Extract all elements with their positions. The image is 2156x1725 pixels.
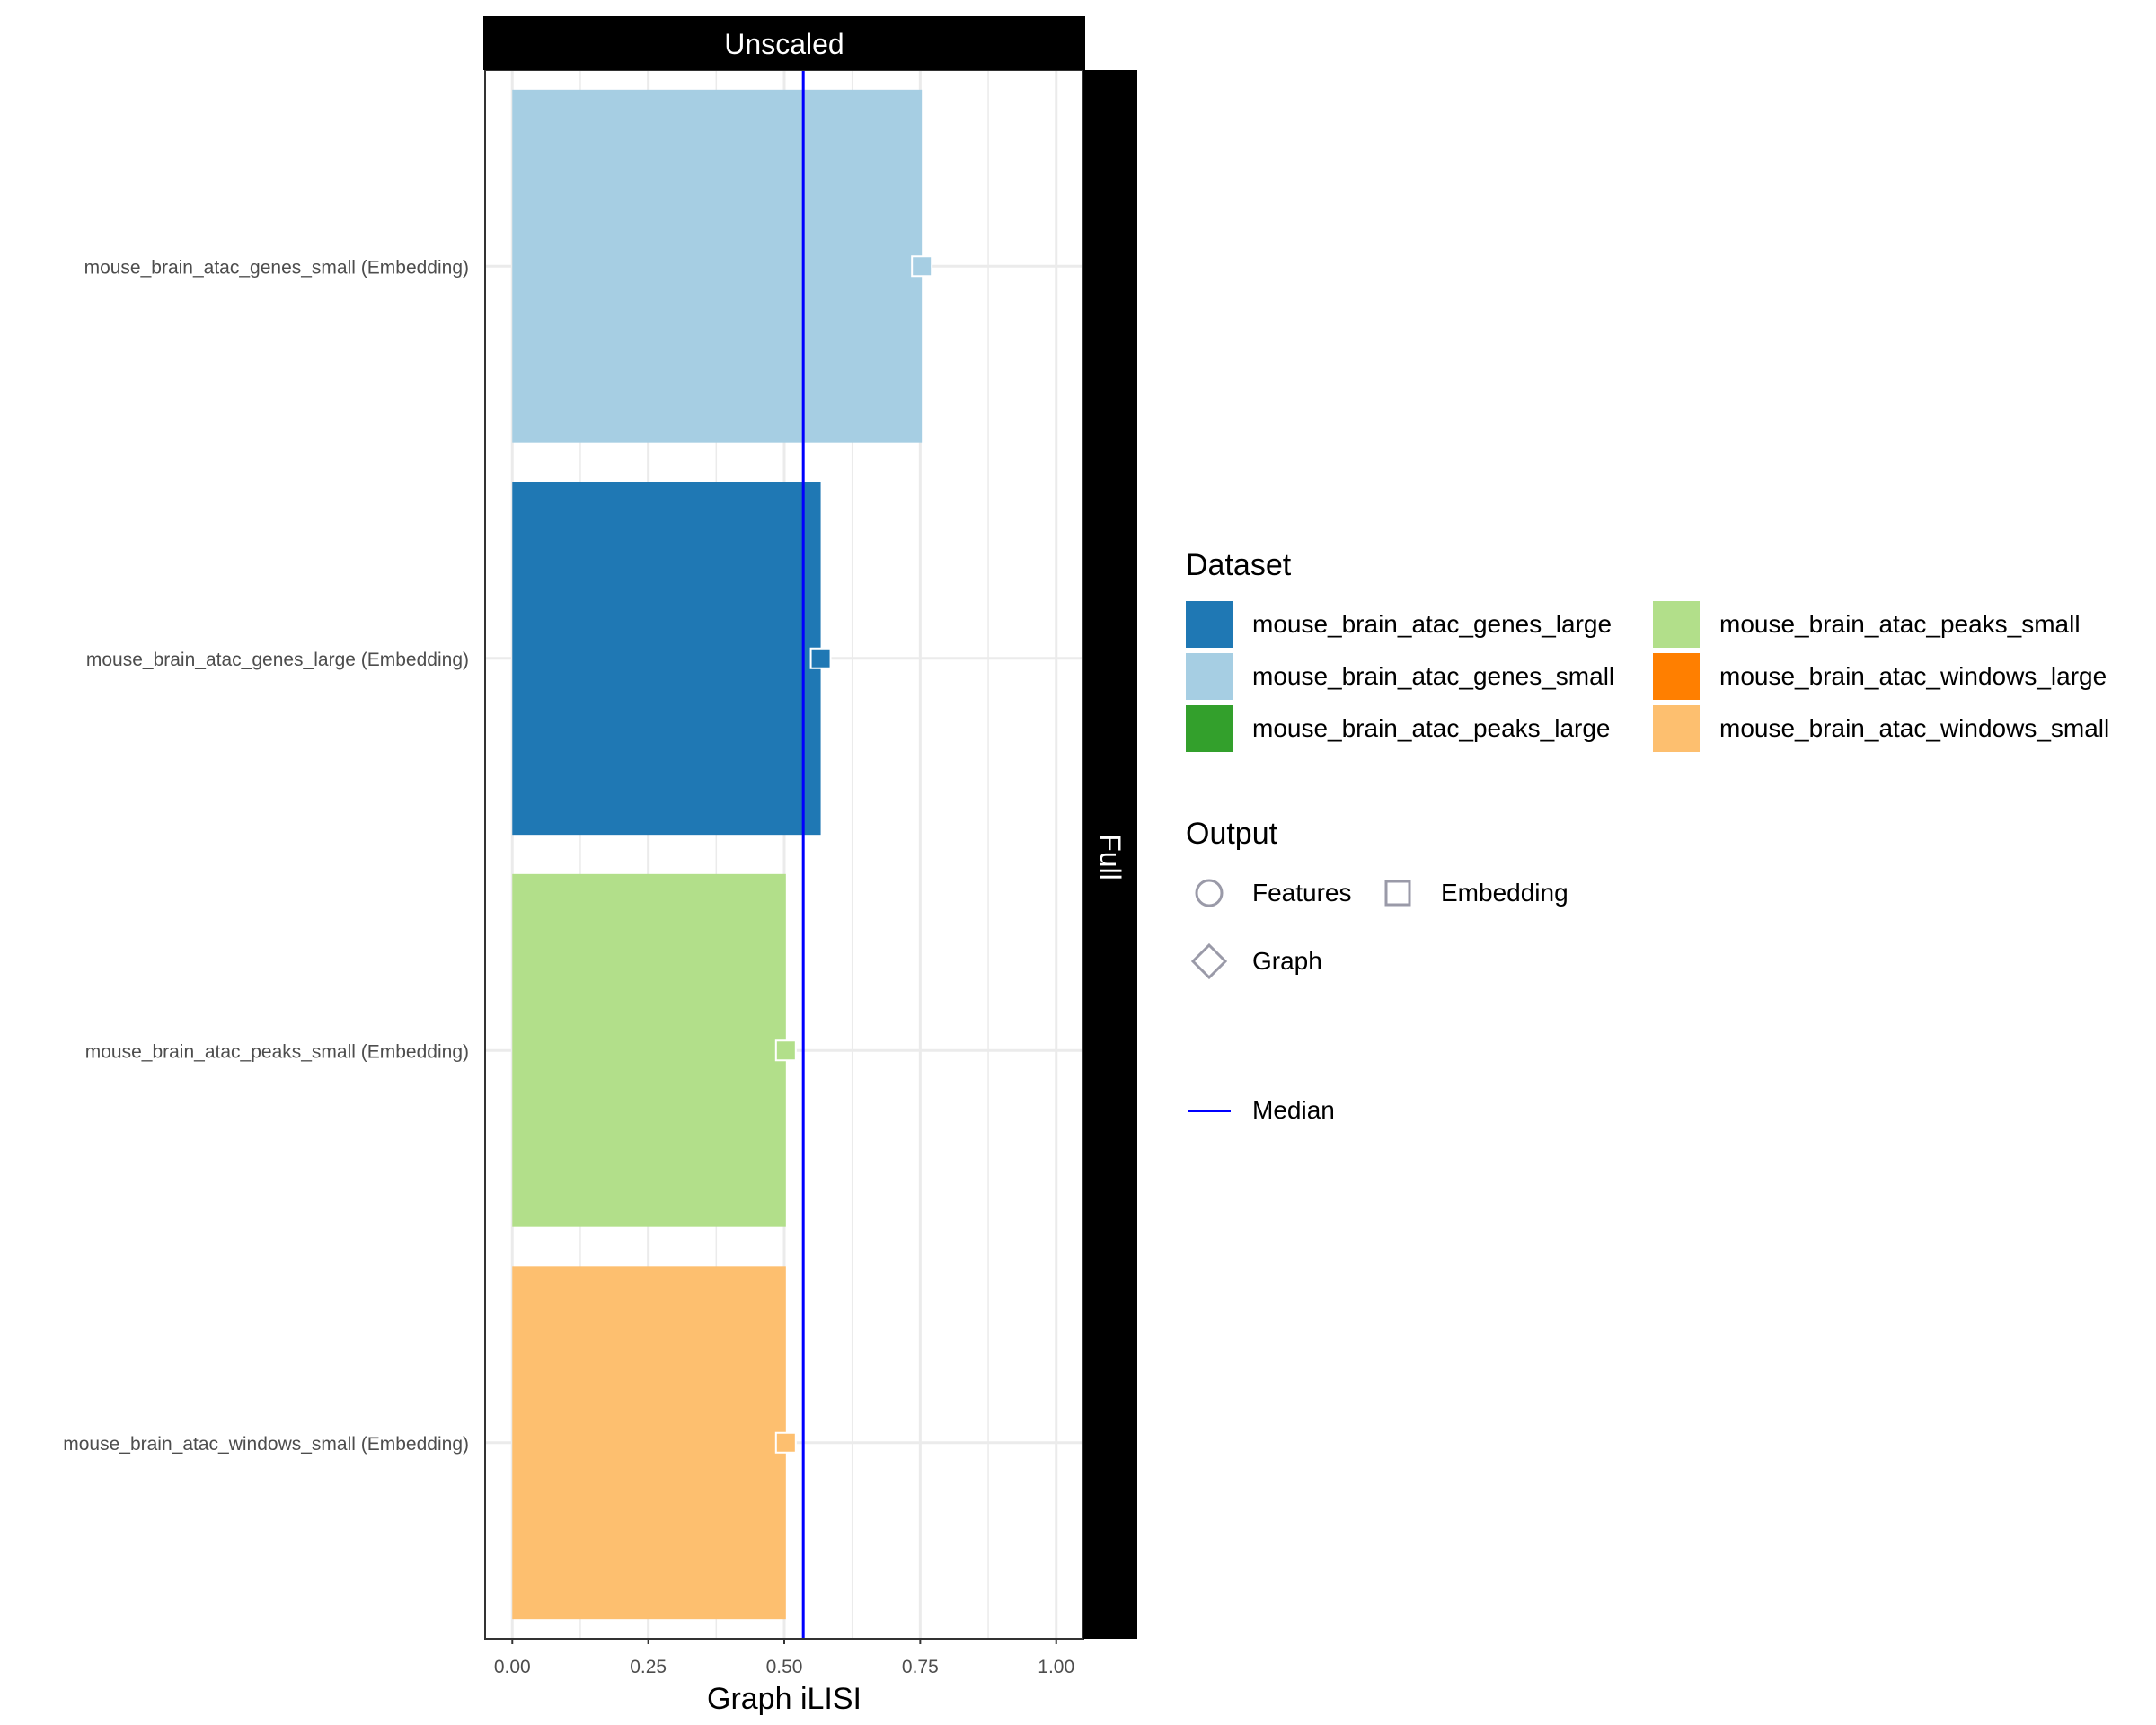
legend-swatch xyxy=(1184,651,1234,702)
legend-swatch xyxy=(1651,651,1701,702)
category-label: mouse_brain_atac_genes_small (Embedding) xyxy=(84,257,469,278)
legend-item-dataset: mouse_brain_atac_windows_small xyxy=(1651,703,2118,754)
legend-swatch xyxy=(1651,703,1701,754)
legend-label-dataset: mouse_brain_atac_peaks_small xyxy=(1719,610,2081,638)
x-tick-label: 0.25 xyxy=(630,1657,667,1677)
category-labels: mouse_brain_atac_genes_small (Embedding)… xyxy=(63,257,469,1455)
facet-strip-top-label: Unscaled xyxy=(724,28,844,60)
median-line-icon xyxy=(1188,1109,1231,1112)
legend-label-features: Features xyxy=(1252,879,1352,907)
bar xyxy=(512,89,923,443)
facet-strip-right xyxy=(1083,70,1137,1639)
circle-icon xyxy=(1184,868,1234,918)
x-tick-label: 0.75 xyxy=(902,1657,939,1677)
dataset-legend: mouse_brain_atac_genes_large mouse_brain_… xyxy=(1184,599,2145,754)
facet-strip-right-label: Full xyxy=(1094,834,1127,880)
legend-item-features: Features xyxy=(1184,868,1373,918)
x-axis-title: Graph iLISI xyxy=(707,1682,862,1716)
legend-label-dataset: mouse_brain_atac_windows_large xyxy=(1719,662,2107,690)
point-marker xyxy=(774,1431,797,1454)
legend-item-embedding: Embedding xyxy=(1373,868,1606,918)
legend-item-dataset: mouse_brain_atac_peaks_large xyxy=(1184,703,1651,754)
point-marker xyxy=(809,647,832,669)
legend-swatch xyxy=(1184,703,1234,754)
legend-item-dataset: mouse_brain_atac_peaks_small xyxy=(1651,599,2118,650)
x-tick-label: 1.00 xyxy=(1038,1657,1074,1677)
legend-label-dataset: mouse_brain_atac_genes_large xyxy=(1252,610,1613,638)
legend-swatch xyxy=(1184,599,1234,650)
bar xyxy=(512,1266,786,1620)
legend-item-graph: Graph xyxy=(1184,936,1373,986)
marker-layer xyxy=(774,255,933,1454)
legend-title-output: Output xyxy=(1186,817,1278,851)
legend-item-dataset: mouse_brain_atac_genes_large xyxy=(1184,599,1651,650)
point-marker xyxy=(774,1039,797,1062)
legend-label-dataset: mouse_brain_atac_windows_small xyxy=(1719,714,2110,742)
legend-label-median: Median xyxy=(1252,1096,1335,1124)
legend-title-dataset: Dataset xyxy=(1186,548,1292,582)
square-icon xyxy=(1373,868,1423,918)
legend-item-dataset: mouse_brain_atac_windows_large xyxy=(1651,651,2118,702)
category-label: mouse_brain_atac_genes_large (Embedding) xyxy=(86,650,469,670)
legend-label-dataset: mouse_brain_atac_genes_small xyxy=(1252,662,1615,690)
x-tick-label: 0.50 xyxy=(766,1657,803,1677)
legend-swatch xyxy=(1651,599,1701,650)
bar-layer xyxy=(512,89,923,1620)
chart: Unscaled Full mouse_brain_atac_genes_sma… xyxy=(63,16,1137,1716)
legend-item-dataset: mouse_brain_atac_genes_small xyxy=(1184,651,1651,702)
legend-label-graph: Graph xyxy=(1252,947,1322,975)
diamond-icon xyxy=(1184,936,1234,986)
bar xyxy=(512,482,821,836)
bar xyxy=(512,873,786,1227)
point-marker xyxy=(911,255,933,278)
legend-item-median: Median xyxy=(1184,1085,2145,1136)
x-tick-label: 0.00 xyxy=(494,1657,531,1677)
category-label: mouse_brain_atac_windows_small (Embeddin… xyxy=(63,1434,469,1455)
facet-strip-top xyxy=(483,16,1085,70)
legend-label-embedding: Embedding xyxy=(1441,879,1568,907)
output-legend: Output Features Embedding Graph xyxy=(1184,817,2145,986)
category-label: mouse_brain_atac_peaks_small (Embedding) xyxy=(85,1041,469,1062)
legend-label-dataset: mouse_brain_atac_peaks_large xyxy=(1252,714,1611,742)
legend: Dataset mouse_brain_atac_genes_large mous… xyxy=(1184,548,2145,1136)
tick-labels: 0.00 0.25 0.50 0.75 1.00 xyxy=(494,1639,1074,1677)
